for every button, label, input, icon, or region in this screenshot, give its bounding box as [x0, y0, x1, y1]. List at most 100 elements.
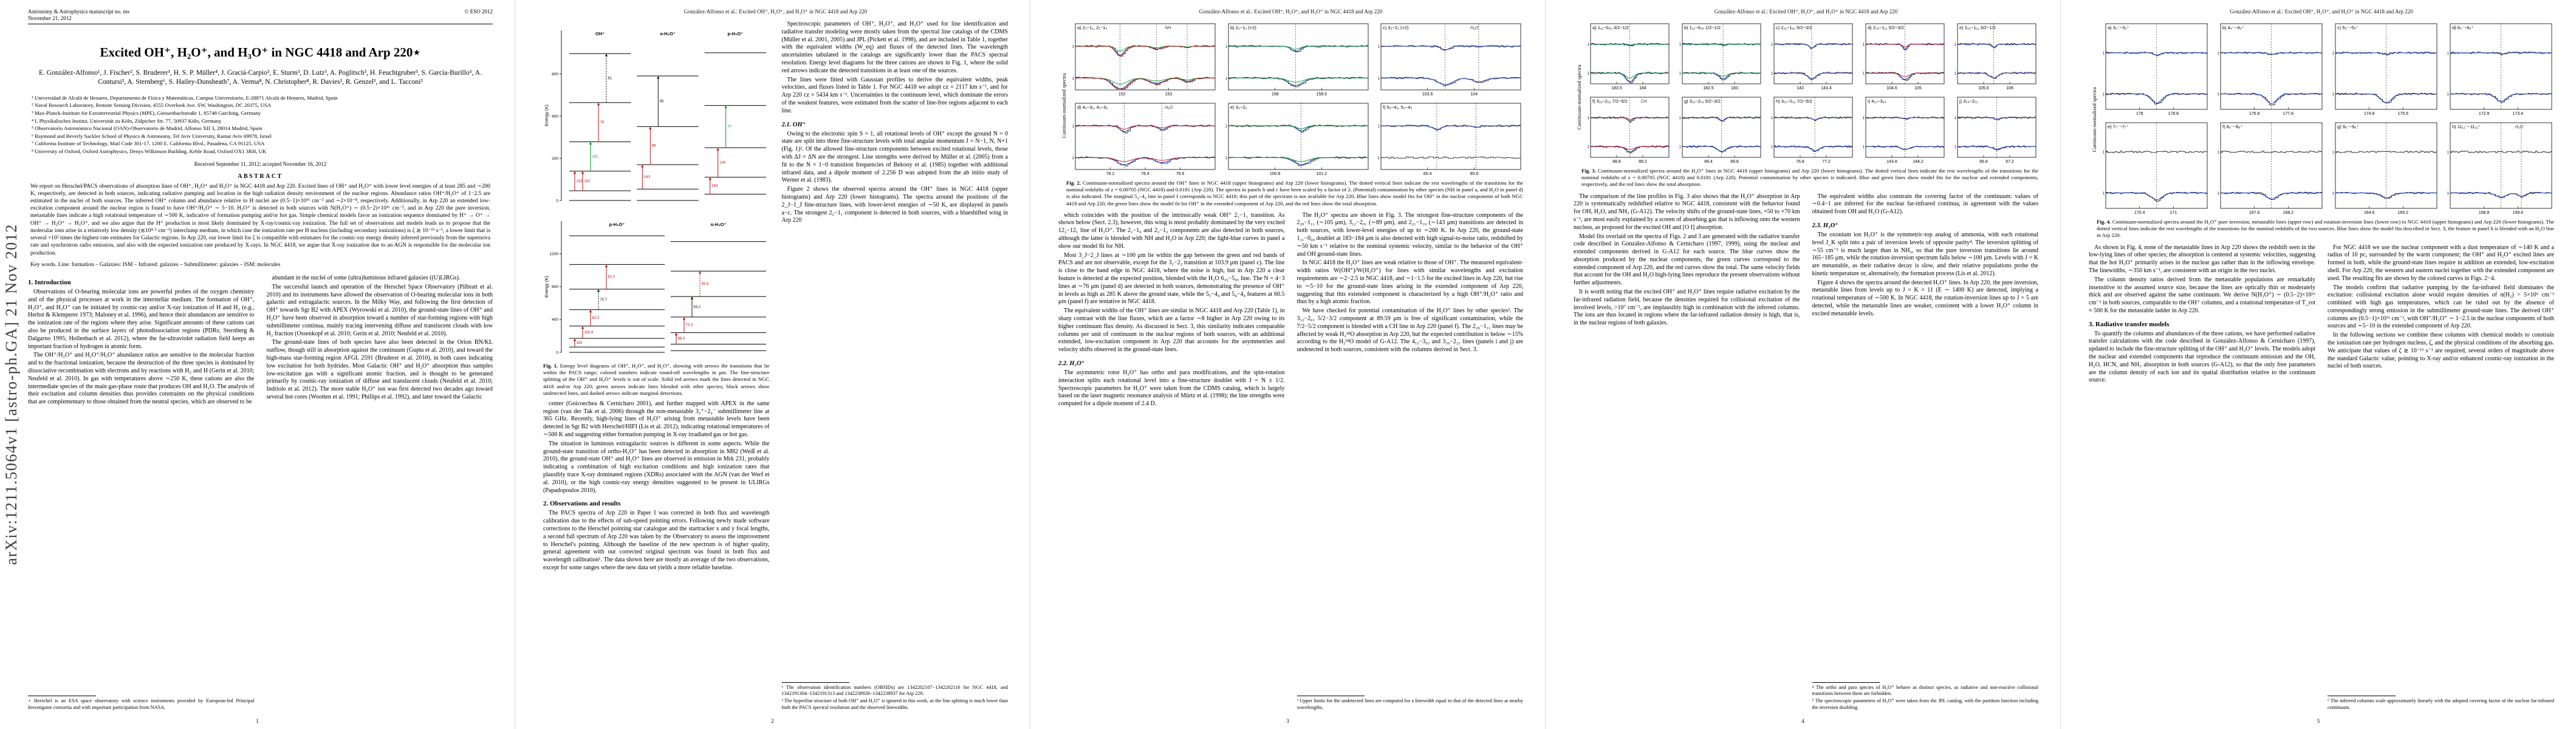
- svg-text:62.0: 62.0: [608, 276, 615, 279]
- svg-text:1: 1: [2447, 52, 2450, 55]
- spectra-panel-svg: 103.6 104 1 1 c) 3₂−2₂ (×2) H₂O: [1378, 23, 1521, 97]
- affiliation: ⁴ I. Physikalisches Institut, Universitä…: [32, 117, 222, 124]
- spectra-panel-svg: 164.6 165.2 1 1 g) 9₉⁻−9₉⁺: [2332, 122, 2437, 215]
- left-column: 0 200 400 600 Energy (K) OH⁺ o-H₂O⁺ p-H₂O⁺ 153 15…: [543, 21, 770, 712]
- svg-text:100.8: 100.8: [1270, 172, 1281, 176]
- spectra-panel-svg: 104.6 105 1 1 d) 2₂₀−1₁₁ 5/2−3/2: [1863, 23, 1945, 91]
- svg-text:183.5: 183.5: [1611, 86, 1622, 91]
- svg-text:a) 2₂−1₁, 2₁−1₀: a) 2₂−1₁, 2₁−1₀: [1077, 25, 1107, 30]
- figure-4-caption-text: Continuum-normalized spectra around the …: [2097, 219, 2554, 239]
- two-column-body: The comparison of the line profiles in F…: [1574, 193, 2038, 712]
- journal-header-left: Astronomy & Astrophysics manuscript no. …: [28, 9, 129, 22]
- svg-text:1: 1: [1378, 77, 1380, 81]
- svg-text:165.2: 165.2: [2398, 211, 2409, 215]
- figure-2-caption: Fig. 2. Continuum-normalized spectra aro…: [1066, 180, 1523, 207]
- affiliation-list: ¹ Universidad de Alcalá de Henares, Depa…: [32, 95, 489, 156]
- svg-text:1: 1: [1679, 146, 1682, 149]
- page-1: arXiv:1211.5064v1 [astro-ph.GA] 21 Nov 2…: [0, 0, 515, 729]
- figure-2: Continuum-normalized spectra 152 153 1 1 a) …: [1058, 21, 1523, 207]
- arxiv-stamp: arXiv:1211.5064v1 [astro-ph.GA] 21 Nov 2…: [2, 224, 20, 565]
- svg-text:65: 65: [660, 100, 664, 104]
- spectra-panel: 89.4 89.8 1 1 g) 3₁₂−2₀₁ 5/2−3/2: [1673, 94, 1763, 166]
- svg-text:1: 1: [1378, 125, 1380, 128]
- svg-text:1: 1: [2332, 93, 2335, 97]
- svg-text:66.8: 66.8: [1979, 160, 1988, 164]
- spectra-panel-svg: 174.8 175.6 1 1 c) 5₅⁻−5₅⁺: [2332, 23, 2437, 116]
- subsection-heading-h3oplus: 2.3. H₃O⁺: [1812, 222, 1838, 229]
- svg-text:171: 171: [2170, 211, 2177, 215]
- svg-text:152: 152: [584, 180, 591, 183]
- footnote-block: ⋆ Herschel is an ESA space observatory w…: [28, 693, 255, 712]
- svg-text:c) 2₂₁−1₁₀ 5/2−3/2: c) 2₂₁−1₁₀ 5/2−3/2: [1776, 25, 1812, 30]
- svg-text:1: 1: [1954, 72, 1957, 76]
- svg-text:1: 1: [1679, 43, 1682, 47]
- spectra-panel-svg: 176.8 177.6 1 1 b) 4₄⁻−4₄⁺: [2218, 23, 2323, 116]
- svg-text:1: 1: [1679, 72, 1682, 76]
- svg-text:153: 153: [577, 180, 583, 183]
- footnotes: ⋆ Herschel is an ESA space observatory w…: [28, 698, 255, 711]
- svg-text:1: 1: [1863, 117, 1865, 120]
- svg-text:61: 61: [608, 77, 612, 81]
- svg-text:c) 5₅⁻−5₅⁺: c) 5₅⁻−5₅⁺: [2337, 25, 2358, 30]
- svg-text:NH: NH: [1165, 26, 1171, 30]
- spectra-panel: 103.6 104 1 1 c) 3₂−2₂ (×2) H₂O: [1372, 21, 1523, 98]
- spectra-panel: 158 158.5 1 1 b) 2₂−1₂ (×2): [1219, 21, 1371, 98]
- svg-text:104: 104: [1471, 92, 1478, 97]
- svg-text:1: 1: [2332, 52, 2335, 55]
- paragraph: The equivalent widths of the OH⁺ lines a…: [1058, 307, 1285, 354]
- footnote: ⁵ The spectroscopic parameters of H₃O⁺ w…: [1812, 698, 2039, 710]
- svg-text:88.8: 88.8: [1612, 160, 1621, 164]
- svg-text:d) 4₄−3₃, 4₃−3₂: d) 4₄−3₃, 4₃−3₂: [1077, 104, 1108, 110]
- figure-3-caption: Fig. 3. Continuum-normalized spectra aro…: [1581, 168, 2038, 188]
- affiliation: ⁶ Raymond and Beverly Sackler School of …: [32, 132, 272, 139]
- svg-text:178: 178: [2136, 112, 2143, 116]
- paragraph: It is worth noting that the excited OH⁺ …: [1574, 289, 1800, 327]
- spectra-panel-svg: 172.8 173.4 1 1 d) 6₆⁻−6₆⁺: [2447, 23, 2552, 116]
- svg-text:76.6: 76.6: [1176, 172, 1185, 176]
- figure-2-caption-text: Continuum-normalized spectra around the …: [1066, 180, 1523, 207]
- svg-text:400: 400: [552, 318, 558, 322]
- body-paragraphs: The oxonium ion H₃O⁺ is the symmetric-to…: [1812, 231, 2039, 320]
- two-column-body: As shown in Fig. 4, none of the metastab…: [2089, 244, 2554, 712]
- svg-text:1: 1: [1588, 117, 1590, 120]
- svg-text:178.8: 178.8: [2168, 112, 2179, 116]
- paragraph: To quantify the columns and abundances o…: [2089, 330, 2315, 384]
- svg-text:105: 105: [1914, 86, 1922, 91]
- paper-title: Excited OH⁺, H₂O⁺, and H₃O⁺ in NGC 4418 …: [100, 44, 421, 60]
- figure-1-caption-label: Fig. 1.: [543, 363, 558, 369]
- svg-text:d) 6₆⁻−6₆⁺: d) 6₆⁻−6₆⁺: [2452, 25, 2473, 30]
- svg-text:73.3: 73.3: [686, 324, 693, 327]
- paragraph: The OH⁺/H₂O⁺ and H₂O⁺/H₃O⁺ abundance rat…: [28, 352, 255, 406]
- svg-text:184: 184: [1639, 86, 1646, 91]
- svg-text:1: 1: [2218, 93, 2220, 97]
- paragraph: The ground-state lines of both species h…: [266, 339, 493, 400]
- svg-text:1: 1: [2103, 151, 2105, 154]
- paragraph: The situation in luminous extragalactic …: [543, 440, 770, 494]
- two-column-body: 1. Introduction Observations of O-bearin…: [28, 275, 493, 712]
- left-column: which coincides with the position of the…: [1058, 212, 1285, 712]
- spectra-panel-svg: 105.6 106 1 1 e) 2₂₀−1₁₁ 3/2−1/2: [1954, 23, 2036, 91]
- eso-copyright: © ESO 2012: [464, 9, 493, 15]
- svg-text:g) 9₉⁻−9₉⁺: g) 9₉⁻−9₉⁺: [2337, 124, 2358, 129]
- svg-text:b) 2₂−1₂ (×2): b) 2₂−1₂ (×2): [1230, 25, 1256, 30]
- svg-text:1: 1: [1954, 146, 1957, 149]
- subsection-heading-h2oplus: 2.2. H₂O⁺: [1058, 360, 1085, 368]
- footnote: ¹ The observation identification numbers…: [781, 684, 1009, 696]
- spectra-panel-svg: 143.8 144.2 1 1 i) 4₁₃−3₀₃: [1863, 97, 1945, 164]
- svg-text:OH⁺: OH⁺: [595, 31, 605, 36]
- svg-text:1: 1: [1225, 157, 1227, 160]
- intro-paragraphs-right: abundant in the nuclei of some (ultra)lu…: [267, 275, 493, 403]
- svg-text:1: 1: [1771, 43, 1773, 47]
- svg-text:1: 1: [1588, 72, 1590, 76]
- figure-1-energy-diagram: 0 200 400 600 Energy (K) OH⁺ o-H₂O⁺ p-H₂O⁺ 153 15…: [543, 21, 770, 361]
- section-heading-models: 3. Radiative transfer models: [2089, 320, 2170, 328]
- svg-text:182.5: 182.5: [1703, 86, 1714, 91]
- svg-text:177.6: 177.6: [2283, 112, 2294, 116]
- svg-text:175.6: 175.6: [2398, 112, 2409, 116]
- svg-text:h) 11₁₁⁻−11₁₁⁺: h) 11₁₁⁻−11₁₁⁺: [2452, 124, 2481, 129]
- svg-text:153: 153: [1165, 92, 1172, 97]
- svg-text:77.2: 77.2: [1822, 160, 1831, 164]
- paragraph: Most 3_J−2_J lines at ∼100 μm lie within…: [1058, 252, 1285, 306]
- svg-text:o-H₂O⁺: o-H₂O⁺: [660, 31, 676, 36]
- svg-text:H₂O: H₂O: [2515, 125, 2524, 129]
